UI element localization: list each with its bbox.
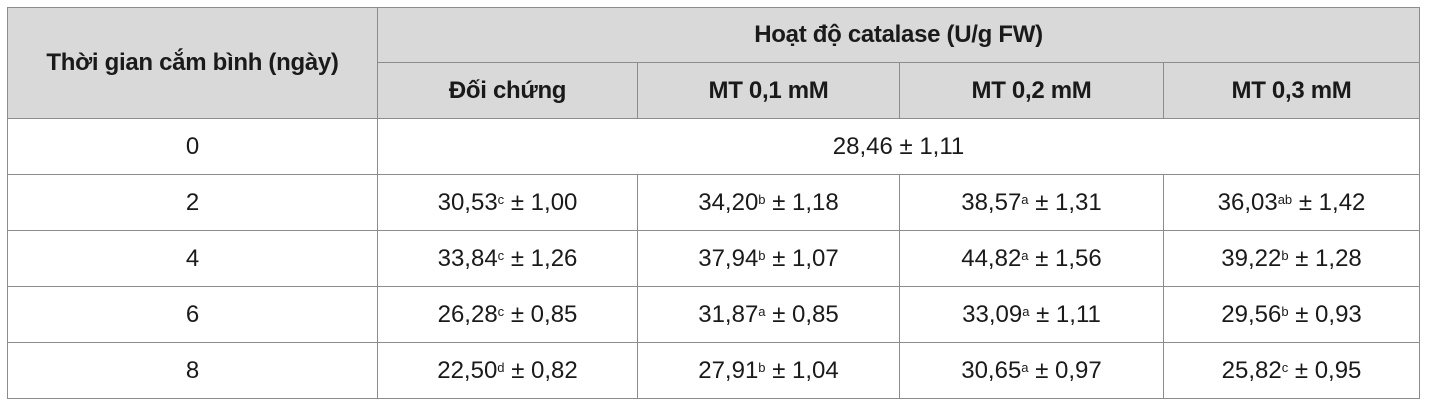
sd-value: ± 0,97 [1028, 356, 1102, 384]
significance-letter: b [1281, 303, 1289, 319]
day-cell: 6 [7, 286, 378, 343]
significance-letter: b [758, 191, 766, 207]
value-cell: 33,84c ± 1,26 [377, 230, 638, 287]
table-container: Thời gian cắm bình (ngày) Hoạt độ catala… [7, 7, 1421, 399]
table-row: 4 33,84c ± 1,26 37,94b ± 1,07 44,82a ± 1… [7, 230, 1421, 287]
significance-letter: ab [1277, 191, 1293, 207]
significance-letter: c [1281, 359, 1289, 375]
sd-value: ± 1,28 [1288, 244, 1362, 272]
table-row: 0 28,46 ± 1,11 [7, 118, 1421, 175]
catalase-table: Thời gian cắm bình (ngày) Hoạt độ catala… [7, 7, 1421, 399]
sd-value: ± 1,18 [765, 188, 839, 216]
value-cell: 30,53c ± 1,00 [377, 174, 638, 231]
value-cell: 39,22b ± 1,28 [1162, 230, 1421, 287]
mean-value: 30,53 [437, 188, 498, 216]
sd-value: ± 0,95 [1288, 356, 1362, 384]
value-cell: 36,03ab ± 1,42 [1162, 174, 1421, 231]
header-row-2: Đối chứng MT 0,1 mM MT 0,2 mM MT 0,3 mM [8, 62, 1421, 119]
mean-value: 29,56 [1221, 300, 1282, 328]
header-row-1: Thời gian cắm bình (ngày) Hoạt độ catala… [7, 7, 1421, 119]
day-cell: 2 [7, 174, 378, 231]
mean-value: 33,09 [962, 300, 1023, 328]
mean-value: 44,82 [961, 244, 1022, 272]
mean-value: 36,03 [1217, 188, 1278, 216]
column-header: MT 0,3 mM [1162, 62, 1421, 119]
day-cell: 0 [7, 118, 378, 175]
significance-letter: c [497, 247, 505, 263]
value-cell: 29,56b ± 0,93 [1162, 286, 1421, 343]
group-header-cell: Hoạt độ catalase (U/g FW) [376, 7, 1421, 63]
value-cell: 25,82c ± 0,95 [1162, 342, 1421, 399]
significance-letter: b [1281, 247, 1289, 263]
significance-letter: a [1021, 359, 1029, 375]
significance-letter: a [758, 303, 766, 319]
day-cell: 8 [7, 342, 378, 399]
sd-value: ± 0,93 [1288, 300, 1362, 328]
table-row: 8 22,50d ± 0,82 27,91b ± 1,04 30,65a ± 0… [7, 342, 1421, 399]
value-cell: 37,94b ± 1,07 [637, 230, 900, 287]
sd-value: ± 0,82 [504, 356, 578, 384]
sd-value: ± 1,04 [765, 356, 839, 384]
mean-value: 25,82 [1221, 356, 1282, 384]
column-header: Đối chứng [377, 62, 638, 119]
column-header: MT 0,1 mM [637, 62, 900, 119]
sd-value: ± 1,07 [765, 244, 839, 272]
sd-value: ± 1,11 [1029, 300, 1101, 328]
mean-value: 31,87 [698, 300, 759, 328]
mean-value: 26,28 [437, 300, 498, 328]
sd-value: ± 1,42 [1292, 188, 1366, 216]
significance-letter: c [497, 303, 505, 319]
significance-letter: a [1021, 191, 1029, 207]
value-cell: 22,50d ± 0,82 [377, 342, 638, 399]
mean-value: 34,20 [698, 188, 759, 216]
mean-value: 22,50 [437, 356, 498, 384]
value-cell: 31,87a ± 0,85 [637, 286, 900, 343]
row-header-cell: Thời gian cắm bình (ngày) [7, 7, 378, 119]
mean-value: 27,91 [698, 356, 759, 384]
sd-value: ± 1,31 [1028, 188, 1102, 216]
significance-letter: c [497, 191, 505, 207]
value-cell: 27,91b ± 1,04 [637, 342, 900, 399]
table-row: 6 26,28c ± 0,85 31,87a ± 0,85 33,09a ± 1… [7, 286, 1421, 343]
value-cell: 33,09a ± 1,11 [899, 286, 1164, 343]
significance-letter: b [758, 359, 766, 375]
sd-value: ± 1,26 [504, 244, 578, 272]
sd-value: ± 0,85 [504, 300, 578, 328]
value-cell: 30,65a ± 0,97 [899, 342, 1164, 399]
sd-value: ± 0,85 [765, 300, 839, 328]
value-cell: 38,57a ± 1,31 [899, 174, 1164, 231]
significance-letter: d [497, 359, 505, 375]
merged-value-cell: 28,46 ± 1,11 [376, 118, 1421, 175]
mean-value: 39,22 [1221, 244, 1282, 272]
table-row: 2 30,53c ± 1,00 34,20b ± 1,18 38,57a ± 1… [7, 174, 1421, 231]
significance-letter: b [758, 247, 766, 263]
mean-value: 37,94 [698, 244, 759, 272]
significance-letter: a [1021, 247, 1029, 263]
column-header: MT 0,2 mM [899, 62, 1164, 119]
mean-value: 38,57 [961, 188, 1022, 216]
significance-letter: a [1022, 303, 1030, 319]
sd-value: ± 1,56 [1028, 244, 1102, 272]
sd-value: ± 1,00 [504, 188, 578, 216]
value-cell: 34,20b ± 1,18 [637, 174, 900, 231]
value-cell: 44,82a ± 1,56 [899, 230, 1164, 287]
mean-value: 33,84 [437, 244, 498, 272]
day-cell: 4 [7, 230, 378, 287]
mean-value: 30,65 [961, 356, 1022, 384]
value-cell: 26,28c ± 0,85 [377, 286, 638, 343]
